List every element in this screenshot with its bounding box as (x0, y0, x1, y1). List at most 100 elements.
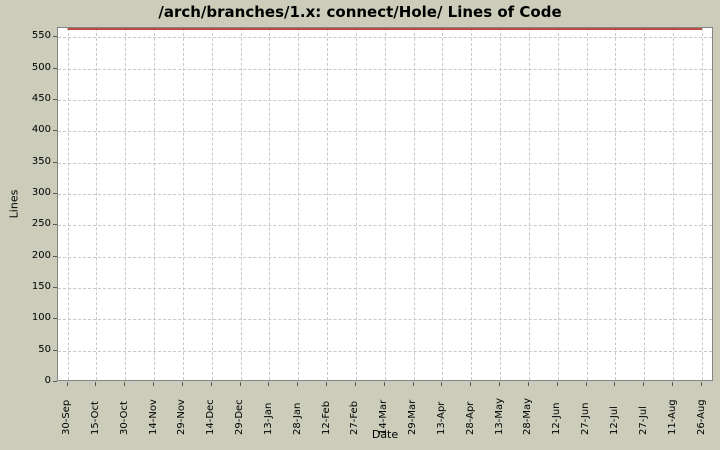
x-tick-label: 27-Jul (636, 387, 650, 435)
x-tick-label-text: 14-Dec (205, 399, 217, 435)
x-tick-mark (585, 382, 587, 386)
y-tick-label: 150 (31, 281, 51, 293)
x-tick-mark (499, 382, 501, 386)
x-tick-label-text: 28-May (522, 397, 534, 435)
y-gridline (58, 382, 712, 383)
x-tick-label: 26-Aug (694, 387, 708, 435)
x-gridline (384, 28, 386, 380)
x-tick-label-text: 27-Jun (580, 402, 592, 435)
y-tick-mark (53, 67, 57, 69)
x-tick-mark (614, 382, 616, 386)
x-tick-mark (297, 382, 299, 386)
x-tick-label-text: 30-Sep (61, 399, 72, 435)
x-tick-label: 28-Jan (290, 387, 304, 435)
y-tick-mark (53, 381, 57, 382)
x-gridline (673, 28, 675, 380)
x-gridline (67, 28, 69, 380)
x-tick-label-text: 26-Aug (695, 399, 707, 435)
y-tick-label: 450 (31, 93, 51, 105)
y-tick-mark (53, 349, 57, 351)
y-tick-mark (53, 318, 57, 320)
x-tick-label-text: 15-Oct (89, 401, 101, 435)
x-tick-label: 29-Nov (175, 387, 189, 435)
x-tick-label-text: 13-Apr (435, 401, 447, 435)
y-tick-label: 500 (31, 61, 51, 73)
x-tick-mark (470, 382, 472, 386)
x-tick-label-text: 12-Jul (608, 406, 620, 435)
x-gridline (355, 28, 357, 380)
y-tick-mark (53, 255, 57, 257)
x-tick-label-text: 29-Dec (234, 399, 246, 435)
x-gridline (211, 28, 213, 380)
x-tick-label: 28-Apr (463, 387, 477, 435)
y-tick-label: 550 (31, 30, 51, 42)
x-gridline (327, 28, 329, 380)
x-gridline (413, 28, 415, 380)
x-tick-mark (354, 382, 356, 386)
y-tick-label: 400 (31, 124, 51, 136)
y-tick-label: 100 (31, 312, 51, 324)
x-tick-mark (268, 382, 270, 386)
x-tick-mark (441, 382, 443, 386)
y-tick-mark (53, 36, 57, 38)
x-tick-mark (66, 382, 68, 386)
x-gridline (240, 28, 242, 380)
x-tick-label-text: 27-Feb (349, 400, 361, 435)
x-gridline (154, 28, 156, 380)
series-layer (67, 28, 702, 30)
x-gridline (586, 28, 588, 380)
x-gridline (500, 28, 502, 380)
x-tick-label: 15-Oct (88, 387, 102, 435)
x-tick-label: 13-May (492, 387, 506, 435)
x-gridline (442, 28, 444, 380)
x-tick-mark (326, 382, 328, 386)
y-tick-label: 0 (44, 375, 51, 386)
x-gridline (615, 28, 617, 380)
x-tick-label-text: 11-Aug (666, 399, 678, 435)
x-tick-label: 14-Nov (146, 387, 160, 435)
x-tick-label-text: 14-Mar (378, 399, 390, 435)
x-tick-label: 14-Dec (204, 387, 218, 435)
x-tick-mark (239, 382, 241, 386)
x-tick-label-text: 12-Jun (551, 402, 563, 435)
y-tick-label: 250 (31, 218, 51, 230)
x-axis-title: Date (371, 428, 399, 441)
y-tick-mark (53, 287, 57, 289)
x-tick-label-text: 12-Feb (320, 400, 332, 435)
x-gridline (298, 28, 300, 380)
y-tick-mark (53, 224, 57, 226)
x-tick-mark (181, 382, 183, 386)
x-tick-mark (210, 382, 212, 386)
x-tick-label-text: 30-Oct (118, 401, 130, 435)
x-tick-mark (412, 382, 414, 386)
x-tick-label-text: 27-Jul (637, 406, 649, 435)
x-tick-label-text: 14-Nov (147, 399, 159, 435)
x-gridline (96, 28, 98, 380)
x-tick-label: 27-Jun (579, 387, 593, 435)
x-tick-label: 30-Sep (60, 387, 74, 435)
x-gridline (125, 28, 127, 380)
chart-title: /arch/branches/1.x: connect/Hole/ Lines … (158, 3, 562, 21)
x-tick-mark (556, 382, 558, 386)
x-tick-label-text: 13-May (493, 397, 505, 435)
y-tick-label: 50 (38, 343, 51, 355)
x-tick-mark (383, 382, 385, 386)
x-tick-mark (124, 382, 126, 386)
x-tick-label: 11-Aug (665, 387, 679, 435)
x-tick-label-text: 29-Nov (176, 399, 188, 435)
y-tick-label: 350 (31, 155, 51, 167)
x-tick-label: 13-Apr (434, 387, 448, 435)
y-tick-label: 200 (31, 249, 51, 261)
x-tick-label-text: 28-Jan (291, 402, 303, 435)
x-gridline (471, 28, 473, 380)
x-tick-label: 12-Feb (319, 387, 333, 435)
x-tick-label: 12-Jun (550, 387, 564, 435)
plot-area (57, 27, 713, 383)
x-tick-label: 12-Jul (607, 387, 621, 435)
x-tick-mark (672, 382, 674, 386)
x-gridline (557, 28, 559, 380)
x-tick-mark (701, 382, 702, 386)
x-gridline (644, 28, 646, 380)
x-tick-mark (527, 382, 529, 386)
